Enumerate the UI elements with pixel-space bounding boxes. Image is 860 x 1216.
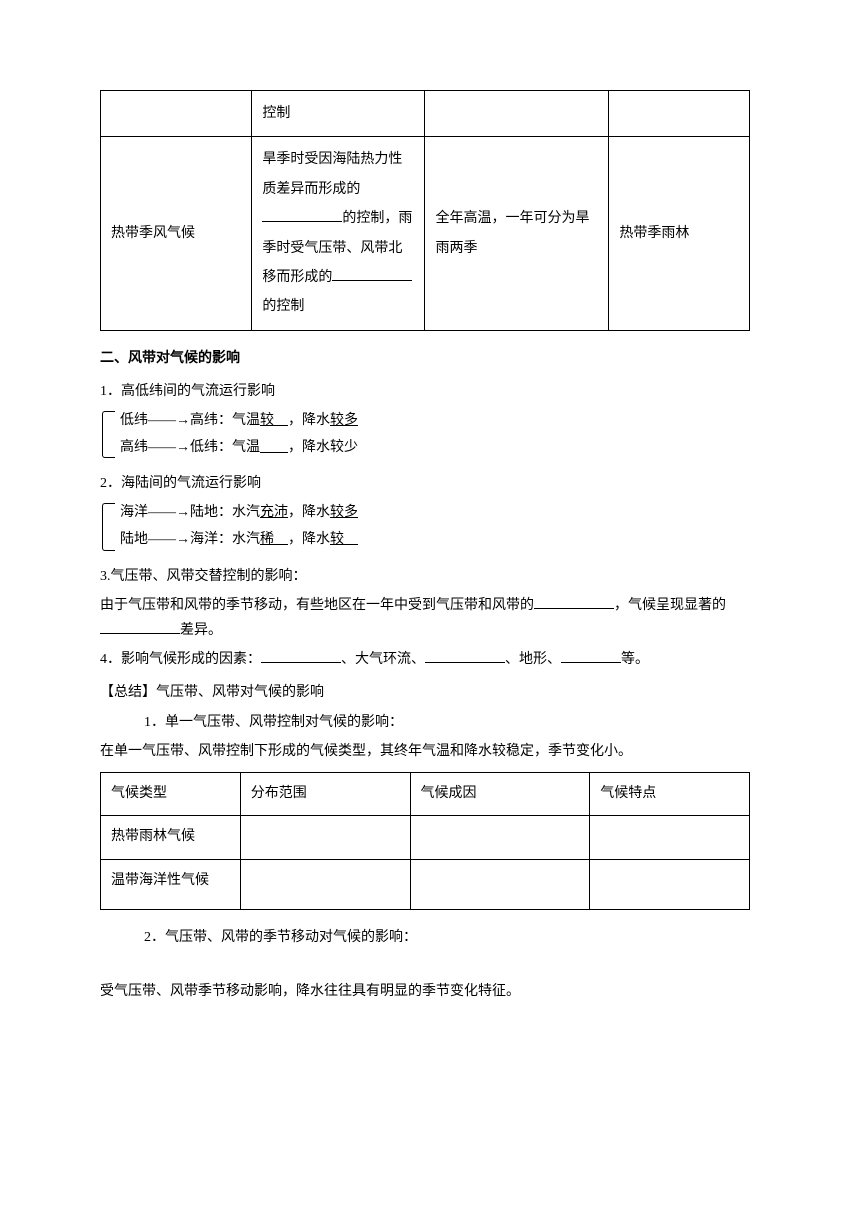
table-cell-empty[interactable]: [410, 816, 590, 859]
table-cell-empty[interactable]: [240, 859, 410, 909]
text-part: ，降水: [288, 413, 330, 428]
bracket-group: 海洋——→陆地：水汽充沛，降水较多 陆地——→海洋：水汽稀 ，降水较: [100, 500, 760, 553]
table-header: 分布范围: [240, 772, 410, 815]
summary-point-text: 受气压带、风带季节移动影响，降水往往具有明显的季节变化特征。: [100, 979, 760, 1004]
bracket-group: 低纬——→高纬：气温较 ，降水较多 高纬——→低纬：气温 ，降水较少: [100, 408, 760, 461]
bracket-line: 低纬——→高纬：气温较 ，降水较多: [120, 408, 760, 435]
summary-title: 【总结】气压带、风带对气候的影响: [100, 680, 760, 705]
table-cell: 温带海洋性气候: [101, 859, 241, 909]
table-cell: 控制: [252, 91, 425, 137]
table-header: 气候类型: [101, 772, 241, 815]
fill-blank[interactable]: [561, 649, 621, 663]
text-part: ，降水: [288, 532, 330, 547]
text-part: 低纬——→高纬：气温: [120, 413, 260, 428]
fill-blank[interactable]: [262, 208, 342, 222]
table-row: 温带海洋性气候: [101, 859, 750, 909]
text-part: 高纬——→低纬：气温: [120, 440, 260, 455]
table-row: 热带季风气候 旱季时受因海陆热力性质差异而形成的的控制，雨季时受气压带、风带北移…: [101, 137, 750, 330]
summary-point-heading: 2．气压带、风带的季节移动对气候的影响：: [100, 925, 760, 950]
fill-blank[interactable]: [260, 440, 288, 455]
fill-blank[interactable]: [534, 595, 614, 609]
text-part: 陆地——→海洋：水汽: [120, 532, 260, 547]
text-part: 4．影响气候形成的因素：: [100, 652, 261, 667]
table-header: 气候特点: [590, 772, 750, 815]
underline-text: 充沛: [260, 505, 288, 520]
text-part: ，降水: [288, 505, 330, 520]
bracket-line: 海洋——→陆地：水汽充沛，降水较多: [120, 500, 760, 527]
underline-text: 较多: [330, 505, 358, 520]
bracket-line: 陆地——→海洋：水汽稀 ，降水较: [120, 527, 760, 554]
item-heading: 2．海陆间的气流运行影响: [100, 471, 760, 496]
text-part: 的控制: [262, 299, 304, 314]
fill-blank[interactable]: 较: [260, 413, 288, 428]
text-part: 差异。: [180, 623, 222, 638]
table-cell: 热带季雨林: [609, 137, 750, 330]
bracket-line: 高纬——→低纬：气温 ，降水较少: [120, 435, 760, 462]
text-part: 旱季时受因海陆热力性质差异而形成的: [262, 152, 402, 196]
text-part: 、大气环流、: [341, 652, 425, 667]
text-line: 由于气压带和风带的季节移动，有些地区在一年中受到气压带和风带的 ，气候呈现显著的差…: [100, 593, 760, 643]
underline-text: 较多: [330, 413, 358, 428]
text-part: 海洋——→陆地：水汽: [120, 505, 260, 520]
summary-tag: 【总结】气压带、风带对气候的影响: [100, 685, 324, 700]
item-heading: 3.气压带、风带交替控制的影响：: [100, 564, 760, 589]
table-cell: 热带雨林气候: [101, 816, 241, 859]
text-line: 4．影响气候形成的因素： 、大气环流、 、地形、 等。: [100, 647, 760, 672]
climate-table: 控制 热带季风气候 旱季时受因海陆热力性质差异而形成的的控制，雨季时受气压带、风…: [100, 90, 750, 331]
table-row: 热带雨林气候: [101, 816, 750, 859]
text-part: 由于气压带和风带的季节移动，有些地区在一年中受到气压带和风带的: [100, 598, 534, 613]
table-cell: 热带季风气候: [101, 137, 252, 330]
item-heading: 1．高低纬间的气流运行影响: [100, 379, 760, 404]
table-cell-empty: [101, 91, 252, 137]
table-header: 气候成因: [410, 772, 590, 815]
text-part: ，气候呈现显著的: [614, 598, 726, 613]
table-cell-empty[interactable]: [240, 816, 410, 859]
text-part: ，降水较少: [288, 440, 358, 455]
fill-blank[interactable]: [425, 649, 505, 663]
fill-blank[interactable]: [100, 620, 180, 634]
fill-blank[interactable]: 稀: [260, 532, 288, 547]
table-cell-empty: [425, 91, 609, 137]
section-title: 二、风带对气候的影响: [100, 346, 760, 371]
fill-blank[interactable]: [332, 267, 412, 281]
table-cell: 全年高温，一年可分为旱雨两季: [425, 137, 609, 330]
text-part: 、地形、: [505, 652, 561, 667]
fill-blank[interactable]: 较: [330, 532, 358, 547]
summary-table: 气候类型 分布范围 气候成因 气候特点 热带雨林气候 温带海洋性气候: [100, 772, 750, 910]
table-row: 控制: [101, 91, 750, 137]
table-cell: 旱季时受因海陆热力性质差异而形成的的控制，雨季时受气压带、风带北移而形成的的控制: [252, 137, 425, 330]
summary-point-heading: 1．单一气压带、风带控制对气候的影响：: [100, 710, 760, 735]
table-cell-empty: [609, 91, 750, 137]
table-row: 气候类型 分布范围 气候成因 气候特点: [101, 772, 750, 815]
table-cell-empty[interactable]: [410, 859, 590, 909]
table-cell-empty[interactable]: [590, 859, 750, 909]
table-cell-empty[interactable]: [590, 816, 750, 859]
text-part: 等。: [621, 652, 649, 667]
summary-point-text: 在单一气压带、风带控制下形成的气候类型，其终年气温和降水较稳定，季节变化小。: [100, 739, 760, 764]
fill-blank[interactable]: [261, 649, 341, 663]
